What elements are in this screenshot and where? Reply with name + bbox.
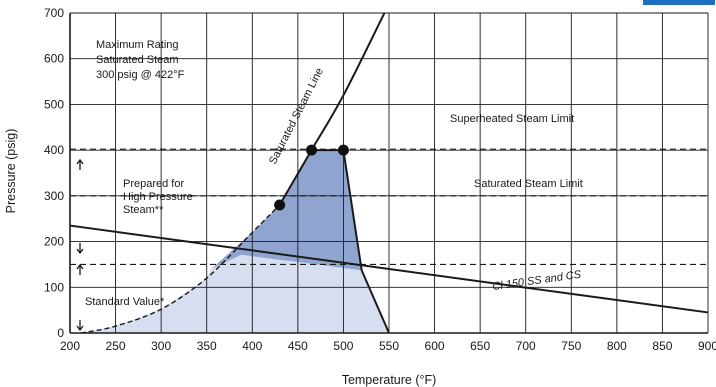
y-tick-label: 700 (44, 6, 64, 20)
prepared-annotation: Prepared for (123, 178, 184, 190)
x-tick-label: 350 (197, 339, 217, 353)
max-rating-annotation: 300 psig @ 422°F (96, 69, 185, 81)
standard-value-annotation: Standard Value* (85, 296, 165, 308)
x-tick-label: 250 (106, 339, 126, 353)
x-tick-label: 750 (561, 339, 581, 353)
arrow-indicator-head (76, 263, 84, 270)
y-tick-label: 500 (44, 97, 64, 111)
data-point-marker (337, 144, 349, 156)
prepared-annotation: Steam** (123, 204, 164, 216)
x-tick-label: 850 (652, 339, 672, 353)
superheated-limit-annotation: Superheated Steam Limit (450, 113, 574, 125)
y-tick-label: 600 (44, 52, 64, 66)
y-tick-label: 400 (44, 143, 64, 157)
x-tick-label: 600 (425, 339, 445, 353)
x-tick-label: 400 (242, 339, 262, 353)
header-fragment (643, 0, 715, 5)
saturated-steam-line (278, 12, 386, 206)
y-tick-label: 300 (44, 189, 64, 203)
y-tick-label: 200 (44, 235, 64, 249)
y-tick-label: 0 (57, 326, 64, 340)
high-pressure-region (211, 150, 362, 271)
x-tick-label: 300 (151, 339, 171, 353)
x-tick-label: 700 (516, 339, 536, 353)
prepared-annotation: High Pressure (123, 191, 193, 203)
arrow-indicator-head (76, 158, 84, 165)
x-tick-label: 900 (698, 339, 716, 353)
x-tick-label: 450 (288, 339, 308, 353)
y-tick-label: 100 (44, 280, 64, 294)
saturated-limit-annotation: Saturated Steam Limit (474, 178, 583, 190)
x-tick-label: 200 (60, 339, 80, 353)
x-tick-label: 650 (470, 339, 490, 353)
x-tick-label: 500 (333, 339, 353, 353)
max-rating-annotation: Maximum Rating (96, 39, 179, 51)
x-axis-label: Temperature (°F) (342, 373, 437, 387)
arrow-indicator-head (76, 325, 84, 332)
arrow-indicator-head (76, 248, 84, 255)
x-tick-label: 550 (379, 339, 399, 353)
region-outline (311, 149, 390, 334)
data-point-marker (274, 199, 286, 211)
max-rating-annotation: Saturated Steam (96, 54, 179, 66)
data-point-marker (306, 144, 318, 156)
standard-value-region (80, 254, 390, 333)
x-tick-label: 800 (607, 339, 627, 353)
cl150-line (69, 224, 709, 314)
y-axis-label: Pressure (psig) (4, 129, 18, 214)
saturated-steam-line-dashed (80, 204, 281, 334)
